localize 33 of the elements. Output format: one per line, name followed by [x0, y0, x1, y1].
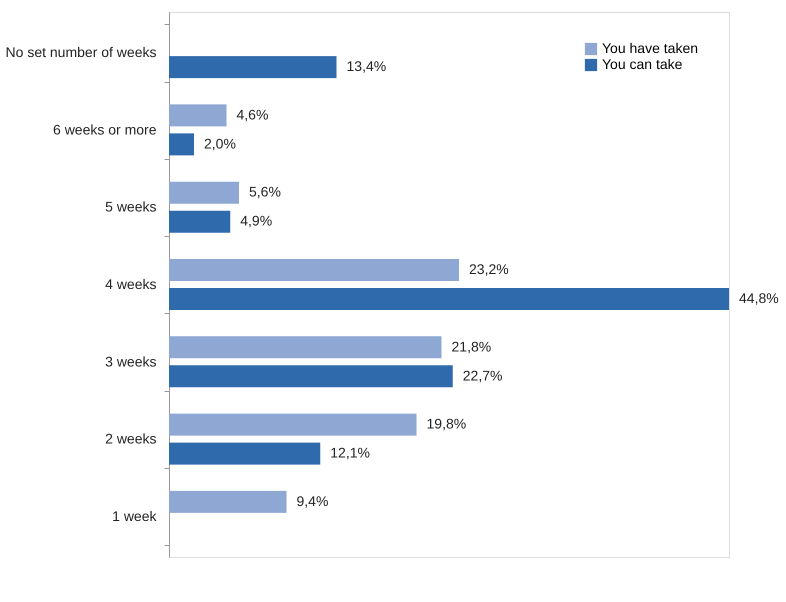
data-label: 5,6% — [249, 184, 281, 200]
bar — [169, 133, 194, 156]
legend-label: You can take — [602, 56, 683, 72]
bar — [169, 414, 416, 436]
bar — [169, 490, 286, 513]
data-label: 44,8% — [739, 290, 779, 306]
data-label: 12,1% — [330, 444, 370, 461]
bar — [169, 210, 230, 233]
y-tick-label: 6 weeks or more — [53, 121, 157, 138]
bar — [169, 259, 459, 282]
data-label: 22,7% — [462, 367, 502, 384]
data-label: 2,0% — [204, 135, 236, 152]
data-label: 19,8% — [426, 416, 466, 432]
data-label: 23,2% — [469, 261, 509, 278]
bar — [169, 104, 226, 126]
y-tick-label: 5 weeks — [105, 198, 156, 215]
bar — [169, 336, 442, 358]
legend-label: You have taken — [602, 40, 698, 56]
data-label: 21,8% — [452, 338, 492, 354]
y-tick-label: 4 weeks — [105, 276, 156, 292]
data-label: 4,9% — [240, 212, 272, 229]
data-label: 9,4% — [296, 492, 328, 509]
data-label: 13,4% — [346, 58, 386, 74]
bar — [169, 288, 729, 310]
y-tick-label: 1 week — [112, 508, 158, 524]
bar — [169, 56, 336, 78]
bar — [169, 365, 453, 388]
bar — [169, 442, 320, 465]
y-tick-label: 2 weeks — [105, 430, 156, 447]
bar — [169, 182, 239, 204]
y-tick-label: No set number of weeks — [6, 44, 156, 60]
y-tick-label: 3 weeks — [105, 353, 156, 370]
data-label: 4,6% — [236, 106, 268, 122]
